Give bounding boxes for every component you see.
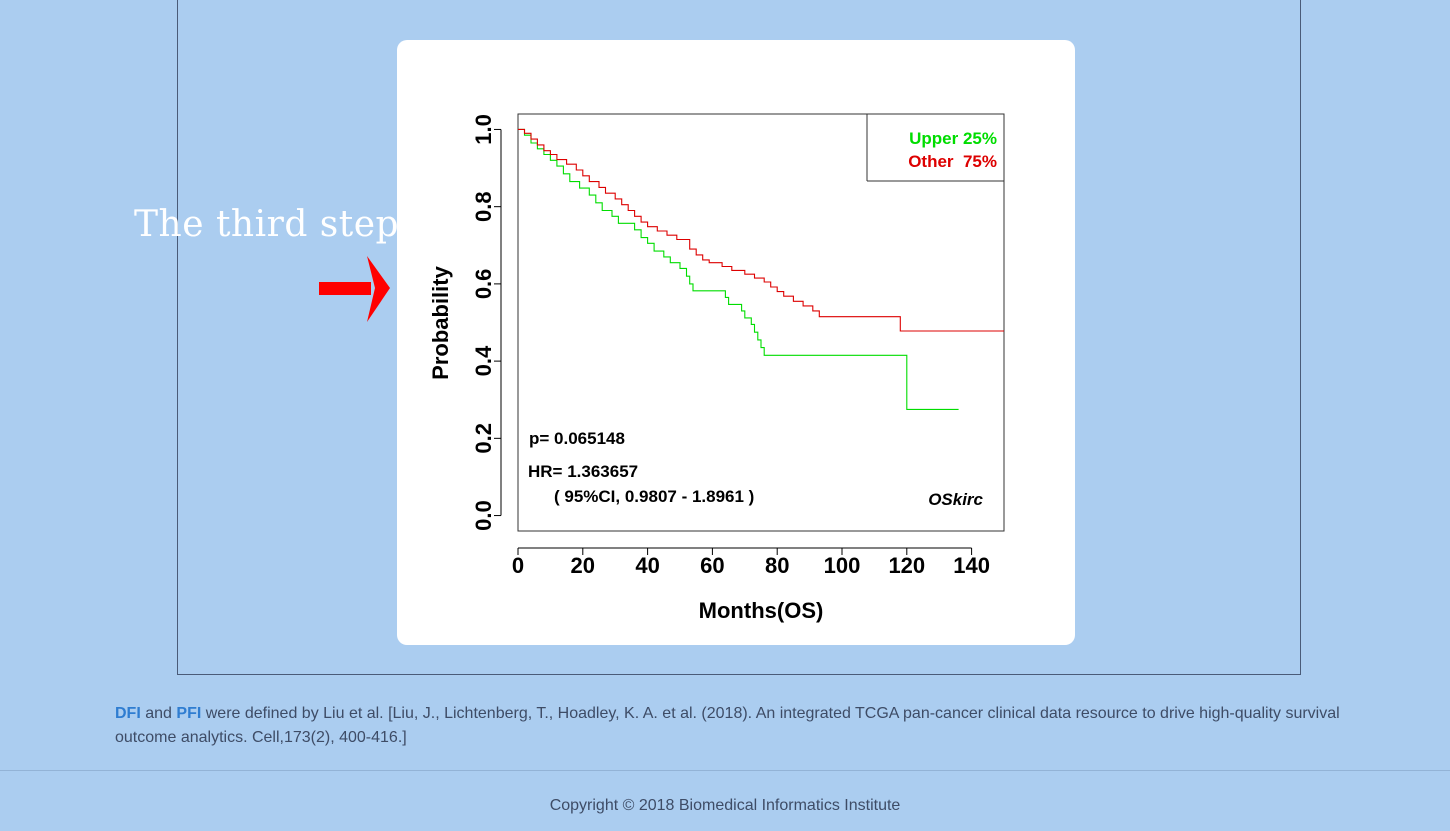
x-axis-label: Months(OS): [699, 598, 824, 623]
plot-box: [517, 113, 1005, 532]
y-tick-label: 0.6: [471, 269, 496, 300]
ci-label: ( 95%CI, 0.9807 - 1.8961 ): [554, 487, 754, 506]
content-frame: [177, 0, 1301, 675]
step-label: The third step: [134, 204, 400, 245]
survival-plot-card: 0 20 40 60 80 100 120 140 0.0 0.2 0.4 0.6 0.8 1.0 Upp…: [397, 40, 1075, 645]
y-tick-label: 0.2: [471, 423, 496, 454]
dataset-label: OSkirc: [928, 490, 983, 509]
refs-and: and: [145, 705, 172, 722]
x-tick-label: 60: [700, 553, 724, 578]
x-tick-label: 80: [765, 553, 789, 578]
refs-text: were defined by Liu et al. [Liu, J., Lic…: [115, 705, 1340, 746]
legend-other: Other 75%: [908, 152, 997, 171]
x-tick-label: 40: [635, 553, 659, 578]
hr-label: HR= 1.363657: [528, 462, 638, 481]
series-upper-25-line: [518, 128, 959, 410]
red-arrow-icon: [319, 256, 390, 322]
y-axis-label: Probability: [428, 265, 453, 379]
y-tick-label: 1.0: [471, 114, 496, 145]
p-value-label: p= 0.065148: [529, 429, 625, 448]
x-tick-label: 20: [571, 553, 595, 578]
pfi-term: PFI: [176, 705, 202, 722]
y-tick-label: 0.4: [471, 345, 496, 376]
reference-note: DFI and PFI were defined by Liu et al. […: [115, 702, 1355, 750]
y-tick-label: 0.8: [471, 191, 496, 222]
series-other-75-line: [518, 128, 1004, 332]
y-tick-label: 0.0: [471, 500, 496, 531]
x-tick-label: 120: [888, 553, 925, 578]
x-tick-label: 0: [512, 553, 524, 578]
footer-divider: [0, 770, 1450, 771]
dfi-term: DFI: [115, 705, 141, 722]
legend-upper: Upper 25%: [909, 129, 997, 148]
legend-box: Upper 25% Other 75%: [866, 114, 1004, 182]
x-tick-label: 140: [953, 553, 990, 578]
km-survival-chart: 0 20 40 60 80 100 120 140 0.0 0.2 0.4 0.6 0.8 1.0 Upp…: [428, 113, 1005, 623]
x-tick-label: 100: [824, 553, 861, 578]
copyright-text: Copyright © 2018 Biomedical Informatics …: [549, 797, 901, 814]
